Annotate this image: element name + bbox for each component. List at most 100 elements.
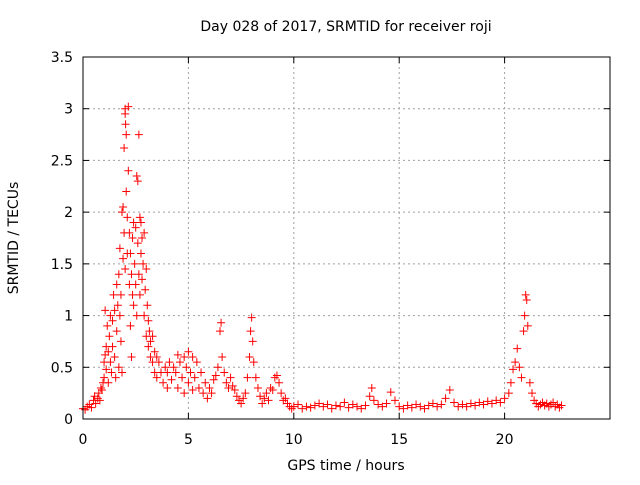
data-point	[327, 404, 336, 413]
data-point	[93, 394, 102, 403]
data-point	[289, 402, 298, 411]
data-point	[114, 363, 123, 372]
data-point	[504, 389, 513, 398]
data-point	[407, 403, 416, 412]
data-point	[218, 352, 227, 361]
data-point	[216, 327, 225, 336]
data-point	[182, 363, 191, 372]
data-point	[192, 358, 201, 367]
data-point	[126, 321, 135, 330]
data-point	[365, 392, 374, 401]
data-point	[101, 306, 110, 315]
data-point	[445, 386, 454, 395]
data-point	[239, 394, 248, 403]
data-point	[102, 365, 111, 374]
data-point	[237, 399, 246, 408]
data-point	[336, 402, 345, 411]
data-point	[310, 401, 319, 410]
data-point	[462, 402, 471, 411]
data-point	[163, 383, 172, 392]
data-point	[161, 363, 170, 372]
data-point	[132, 171, 141, 180]
data-point	[203, 394, 212, 403]
data-point	[136, 249, 145, 258]
data-point	[403, 401, 412, 410]
data-point	[134, 130, 143, 139]
data-point	[256, 392, 265, 401]
data-point	[186, 368, 195, 377]
data-point	[211, 371, 220, 380]
data-point	[150, 347, 159, 356]
data-point	[549, 398, 558, 407]
data-point	[424, 401, 433, 410]
data-point	[159, 378, 168, 387]
x-tick-label: 15	[390, 432, 408, 448]
data-point	[412, 400, 421, 409]
data-point	[140, 311, 149, 320]
data-point	[116, 290, 125, 299]
data-point	[555, 403, 564, 412]
data-point	[246, 327, 255, 336]
data-point	[509, 365, 518, 374]
data-point	[123, 213, 132, 222]
data-point	[128, 234, 137, 242]
data-point	[104, 347, 113, 356]
data-point	[382, 399, 391, 408]
data-point	[331, 401, 340, 410]
data-point	[105, 332, 114, 341]
data-point	[167, 375, 176, 384]
data-point	[112, 280, 121, 289]
data-point	[140, 228, 149, 237]
y-tick-label: 2	[64, 205, 73, 221]
data-point	[184, 378, 193, 387]
data-point	[287, 404, 296, 413]
data-point	[171, 368, 180, 377]
data-point	[525, 378, 534, 387]
data-point	[130, 259, 139, 268]
data-point	[275, 378, 284, 387]
data-point	[143, 301, 152, 310]
data-point	[134, 270, 143, 279]
data-point	[141, 285, 150, 294]
data-point	[114, 270, 123, 279]
data-point	[272, 371, 281, 380]
data-point	[163, 368, 172, 377]
data-point	[124, 102, 133, 111]
data-point	[268, 386, 277, 395]
data-point	[135, 213, 144, 222]
data-point	[361, 401, 370, 410]
data-point	[135, 290, 144, 299]
data-point	[129, 218, 138, 227]
y-tick-label: 3	[64, 102, 73, 118]
data-point	[479, 400, 488, 409]
x-tick-label: 20	[496, 432, 514, 448]
data-point	[441, 394, 450, 403]
data-point	[471, 401, 480, 410]
data-point	[262, 389, 271, 398]
data-point	[96, 383, 105, 392]
data-point	[428, 399, 437, 408]
data-point	[253, 383, 262, 392]
data-point	[106, 358, 115, 367]
data-point	[534, 402, 543, 411]
data-point	[205, 383, 214, 392]
data-point	[298, 404, 307, 413]
data-point	[109, 290, 118, 299]
data-point	[492, 396, 501, 405]
data-point	[165, 358, 174, 367]
data-point	[454, 402, 463, 411]
data-point	[110, 306, 119, 315]
data-point	[281, 394, 290, 403]
data-point	[116, 337, 125, 346]
data-point	[241, 389, 250, 398]
data-point	[117, 368, 126, 377]
data-point	[146, 337, 155, 346]
data-point	[270, 373, 279, 382]
data-point	[519, 327, 528, 336]
x-tick-label: 10	[285, 432, 303, 448]
data-point	[500, 394, 509, 403]
data-point	[136, 218, 145, 227]
x-tick-label: 0	[79, 432, 88, 448]
data-point	[378, 402, 387, 411]
data-point	[416, 402, 425, 411]
